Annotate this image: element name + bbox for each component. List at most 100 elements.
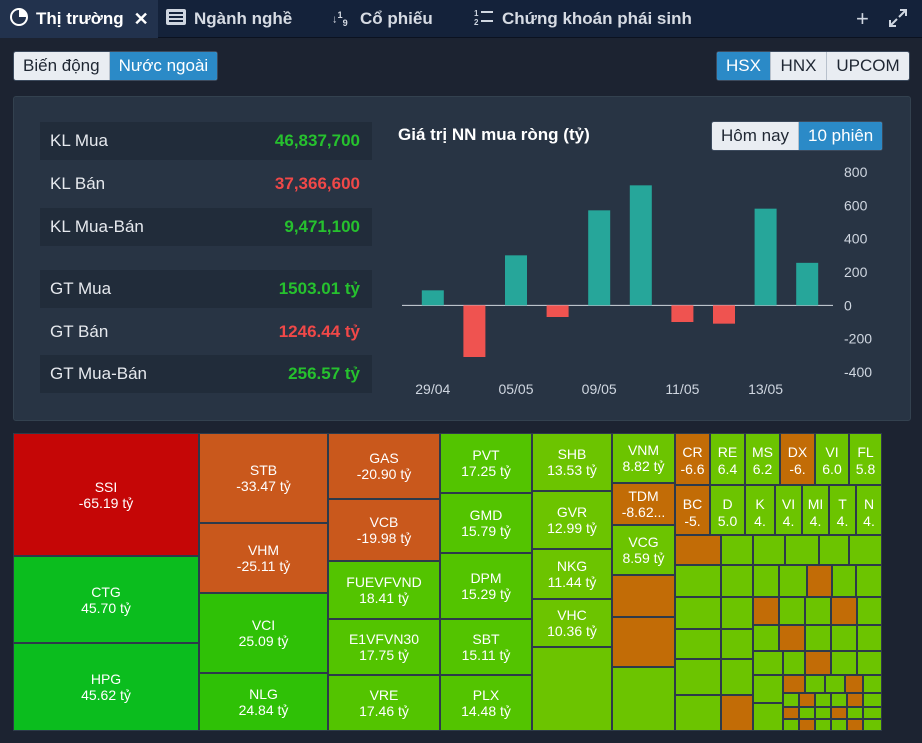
heatmap-cell[interactable]: BC -5.	[675, 485, 710, 535]
heatmap-cell[interactable]: E1VFVN30 17.75 tỷ	[328, 619, 440, 675]
expand-icon[interactable]	[888, 8, 908, 34]
heatmap-cell-small[interactable]	[612, 575, 675, 617]
heatmap-cell-small[interactable]	[612, 667, 675, 731]
heatmap-cell[interactable]: MS 6.2	[745, 433, 780, 485]
exchange-hsx-button[interactable]: HSX	[717, 52, 771, 80]
heatmap-cell[interactable]: VRE 17.46 tỷ	[328, 675, 440, 731]
heatmap-cell[interactable]: PLX 14.48 tỷ	[440, 675, 532, 731]
heatmap-cell[interactable]: CTG 45.70 tỷ	[13, 556, 199, 643]
heatmap-cell[interactable]: VI 4.	[775, 485, 802, 535]
heatmap-cell[interactable]: NKG 11.44 tỷ	[532, 549, 612, 599]
heatmap-cell-small[interactable]	[863, 675, 882, 693]
chart-bar[interactable]	[546, 305, 569, 317]
heatmap-cell-small[interactable]	[805, 675, 825, 693]
heatmap-cell-small[interactable]	[783, 719, 799, 731]
heatmap-cell-small[interactable]	[799, 719, 815, 731]
heatmap-cell-small[interactable]	[799, 707, 815, 719]
heatmap-cell-small[interactable]	[857, 651, 882, 675]
chart-bar[interactable]	[671, 305, 694, 322]
chart-bar[interactable]	[588, 210, 611, 306]
heatmap-cell[interactable]: FUEVFVND 18.41 tỷ	[328, 561, 440, 619]
exchange-upcom-button[interactable]: UPCOM	[836, 56, 900, 75]
heatmap-cell-small[interactable]	[675, 565, 721, 597]
heatmap-cell-small[interactable]	[831, 707, 847, 719]
heatmap-cell-small[interactable]	[779, 597, 805, 625]
heatmap-cell-small[interactable]	[753, 565, 779, 597]
heatmap-cell[interactable]: VHM -25.11 tỷ	[199, 523, 328, 593]
heatmap-cell[interactable]: VCG 8.59 tỷ	[612, 525, 675, 575]
chart-bar[interactable]	[505, 255, 527, 306]
heatmap-cell-small[interactable]	[721, 597, 753, 629]
heatmap-cell[interactable]: VNM 8.82 tỷ	[612, 433, 675, 483]
heatmap-cell-small[interactable]	[863, 719, 882, 731]
heatmap-cell[interactable]: K 4.	[745, 485, 775, 535]
heatmap-cell[interactable]: GVR 12.99 tỷ	[532, 491, 612, 549]
heatmap-cell-small[interactable]	[675, 629, 721, 659]
heatmap-cell[interactable]: DPM 15.29 tỷ	[440, 553, 532, 619]
heatmap-cell-small[interactable]	[863, 693, 882, 707]
heatmap-cell-small[interactable]	[857, 597, 882, 625]
heatmap-cell-small[interactable]	[612, 617, 675, 667]
heatmap-cell[interactable]: VHC 10.36 tỷ	[532, 599, 612, 647]
heatmap-cell[interactable]: TDM -8.62...	[612, 483, 675, 525]
heatmap-cell[interactable]: SSI -65.19 tỷ	[13, 433, 199, 556]
heatmap-cell-small[interactable]	[783, 675, 805, 693]
heatmap-cell-small[interactable]	[831, 693, 847, 707]
tab-nganh-nghe[interactable]: Ngành nghề	[166, 0, 306, 38]
heatmap-cell-small[interactable]	[825, 675, 845, 693]
chart-bar[interactable]	[629, 185, 652, 306]
heatmap-cell-small[interactable]	[847, 707, 863, 719]
chart-bar[interactable]	[463, 305, 486, 357]
heatmap-cell-small[interactable]	[753, 625, 779, 651]
heatmap-cell-small[interactable]	[845, 675, 863, 693]
heatmap-cell-small[interactable]	[831, 719, 847, 731]
heatmap-cell-small[interactable]	[753, 535, 785, 565]
heatmap-cell[interactable]: SBT 15.11 tỷ	[440, 619, 532, 675]
heatmap-cell[interactable]: GAS -20.90 tỷ	[328, 433, 440, 499]
heatmap-cell[interactable]: VCB -19.98 tỷ	[328, 499, 440, 561]
heatmap-cell-small[interactable]	[753, 651, 783, 675]
period-10-sessions-button[interactable]: 10 phiên	[799, 122, 883, 150]
heatmap-cell-small[interactable]	[805, 651, 831, 675]
heatmap-cell[interactable]: DX -6.	[780, 433, 815, 485]
heatmap-cell[interactable]: STB -33.47 tỷ	[199, 433, 328, 523]
chart-bar[interactable]	[421, 290, 444, 306]
heatmap-cell-small[interactable]	[799, 693, 815, 707]
chart-bar[interactable]	[796, 262, 819, 306]
heatmap-cell-small[interactable]	[807, 565, 832, 597]
heatmap-cell-small[interactable]	[779, 625, 805, 651]
exchange-hnx-button[interactable]: HNX	[771, 52, 827, 80]
heatmap-cell-small[interactable]	[675, 597, 721, 629]
view-bien-dong-button[interactable]: Biến động	[14, 52, 110, 80]
heatmap-cell-small[interactable]	[783, 707, 799, 719]
heatmap-cell-small[interactable]	[721, 695, 753, 731]
heatmap-cell-small[interactable]	[815, 693, 831, 707]
heatmap-cell-small[interactable]	[753, 597, 779, 625]
heatmap-cell-small[interactable]	[847, 719, 863, 731]
heatmap-cell-small[interactable]	[856, 565, 882, 597]
heatmap-cell[interactable]: RE 6.4	[710, 433, 745, 485]
heatmap-cell[interactable]: D 5.0	[710, 485, 745, 535]
tab-co-phieu[interactable]: ↓19 Cổ phiếu	[332, 0, 452, 38]
chart-bar[interactable]	[713, 305, 735, 324]
heatmap-cell[interactable]: MI 4.	[802, 485, 829, 535]
heatmap-cell[interactable]: NLG 24.84 tỷ	[199, 673, 328, 731]
heatmap-cell-small[interactable]	[831, 651, 857, 675]
tab-thi-truong[interactable]: Thị trường ✕	[0, 0, 158, 38]
heatmap-cell[interactable]: VCI 25.09 tỷ	[199, 593, 328, 673]
heatmap-cell-small[interactable]	[831, 597, 857, 625]
heatmap-cell-small[interactable]	[847, 693, 863, 707]
heatmap-cell[interactable]: HPG 45.62 tỷ	[13, 643, 199, 731]
heatmap-cell-small[interactable]	[721, 535, 753, 565]
plus-icon[interactable]: +	[856, 6, 869, 31]
heatmap-cell-small[interactable]	[831, 625, 857, 651]
heatmap-cell[interactable]: FL 5.8	[849, 433, 882, 485]
heatmap-cell-small[interactable]	[753, 703, 783, 731]
view-nuoc-ngoai-button[interactable]: Nước ngoài	[109, 52, 218, 80]
heatmap-cell-small[interactable]	[783, 651, 805, 675]
heatmap-cell[interactable]: PVT 17.25 tỷ	[440, 433, 532, 493]
heatmap-cell-small[interactable]	[532, 647, 612, 731]
heatmap-cell-small[interactable]	[675, 535, 721, 565]
heatmap-cell-small[interactable]	[675, 695, 721, 731]
